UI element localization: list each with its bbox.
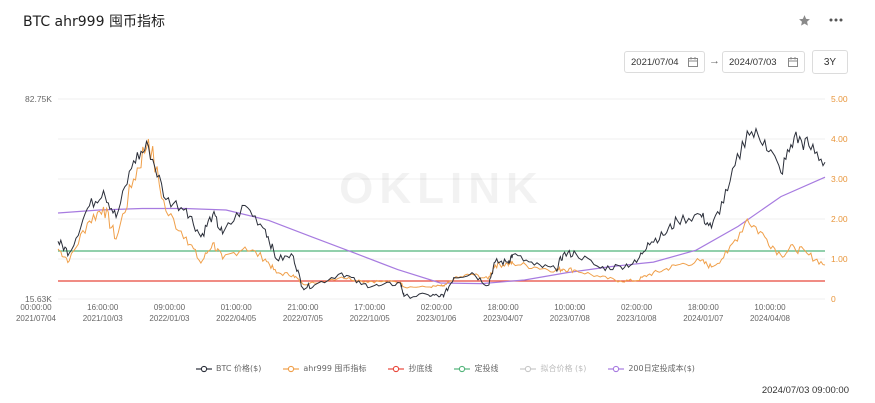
- x-tick-time: 01:00:00: [221, 303, 253, 312]
- x-tick-time: 09:00:00: [154, 303, 186, 312]
- data-timestamp: 2024/07/03 09:00:00: [761, 385, 849, 396]
- legend-label: 定投线: [474, 364, 499, 373]
- legend-btc-price[interactable]: BTC 价格($): [196, 363, 261, 374]
- x-tick-date: 2022/01/03: [149, 314, 190, 323]
- legend-fit-price[interactable]: 拟合价格 ($): [520, 363, 586, 374]
- y-right-tick-label: 2.00: [831, 214, 848, 224]
- x-tick-date: 2023/07/08: [550, 314, 591, 323]
- calendar-icon: [688, 57, 698, 70]
- legend-bottom-line[interactable]: 抄底线: [388, 363, 432, 374]
- y-left-tick-label: 82.75K: [25, 94, 52, 104]
- series-dca-cost-line: [57, 176, 826, 285]
- y-right-tick-label: 4.00: [831, 134, 848, 144]
- x-tick-date: 2021/07/04: [16, 314, 57, 323]
- x-tick-time: 17:00:00: [354, 303, 386, 312]
- end-date-input[interactable]: 2024/07/03: [722, 51, 805, 73]
- x-tick-time: 10:00:00: [754, 303, 786, 312]
- x-tick-time: 02:00:00: [421, 303, 453, 312]
- star-icon[interactable]: [795, 11, 813, 29]
- x-tick-time: 16:00:00: [87, 303, 119, 312]
- legend-label: ahr999 囤币指标: [303, 364, 367, 373]
- y-right-tick-label: 0: [831, 294, 836, 304]
- start-date-input[interactable]: 2021/07/04: [624, 51, 705, 73]
- x-tick-date: 2023/04/07: [483, 314, 524, 323]
- legend-label: BTC 价格($): [216, 364, 262, 373]
- calendar-icon: [788, 57, 798, 70]
- x-tick-time: 21:00:00: [287, 303, 319, 312]
- x-tick-time: 02:00:00: [621, 303, 653, 312]
- legend-label: 拟合价格 ($): [540, 364, 587, 373]
- x-tick-date: 2021/10/03: [83, 314, 124, 323]
- x-tick-date: 2023/01/06: [416, 314, 457, 323]
- x-tick-time: 00:00:00: [20, 303, 52, 312]
- x-tick-date: 2023/10/08: [617, 314, 658, 323]
- x-tick-date: 2022/04/05: [216, 314, 257, 323]
- legend-label: 200日定投成本($): [628, 364, 695, 373]
- arrow-right-icon: →: [709, 55, 720, 67]
- range-3y-button[interactable]: 3Y: [812, 50, 848, 74]
- y-right-tick-label: 1.00: [831, 254, 848, 264]
- legend-dca-cost[interactable]: 200日定投成本($): [608, 363, 695, 374]
- start-date-value: 2021/07/04: [631, 56, 679, 68]
- x-tick-date: 2022/10/05: [350, 314, 391, 323]
- y-left-tick-label: 15.63K: [25, 294, 52, 304]
- header-actions: [795, 11, 845, 29]
- legend-label: 抄底线: [408, 364, 433, 373]
- watermark-logo: OKLINK: [339, 164, 544, 213]
- series-ahr999-line: [57, 138, 826, 289]
- series-btc-price-line: [57, 126, 826, 299]
- x-tick-date: 2022/07/05: [283, 314, 324, 323]
- y-right-tick-label: 5.00: [831, 94, 848, 104]
- page-title: BTC ahr999 囤币指标: [23, 14, 165, 30]
- x-tick-date: 2024/04/08: [750, 314, 791, 323]
- x-tick-time: 18:00:00: [488, 303, 520, 312]
- more-icon[interactable]: [827, 11, 845, 29]
- x-tick-time: 10:00:00: [554, 303, 586, 312]
- end-date-value: 2024/07/03: [729, 56, 777, 68]
- y-right-tick-label: 3.00: [831, 174, 848, 184]
- x-tick-date: 2024/01/07: [683, 314, 724, 323]
- legend-dca-line[interactable]: 定投线: [454, 363, 498, 374]
- legend-ahr999[interactable]: ahr999 囤币指标: [283, 363, 366, 374]
- chart-area: OKLINK82.75K15.63K5.004.003.002.001.0000…: [16, 94, 848, 323]
- chart-legend: BTC 价格($) ahr999 囤币指标 抄底线 定投线 拟合价格 ($) 2…: [196, 363, 695, 374]
- x-tick-time: 18:00:00: [688, 303, 720, 312]
